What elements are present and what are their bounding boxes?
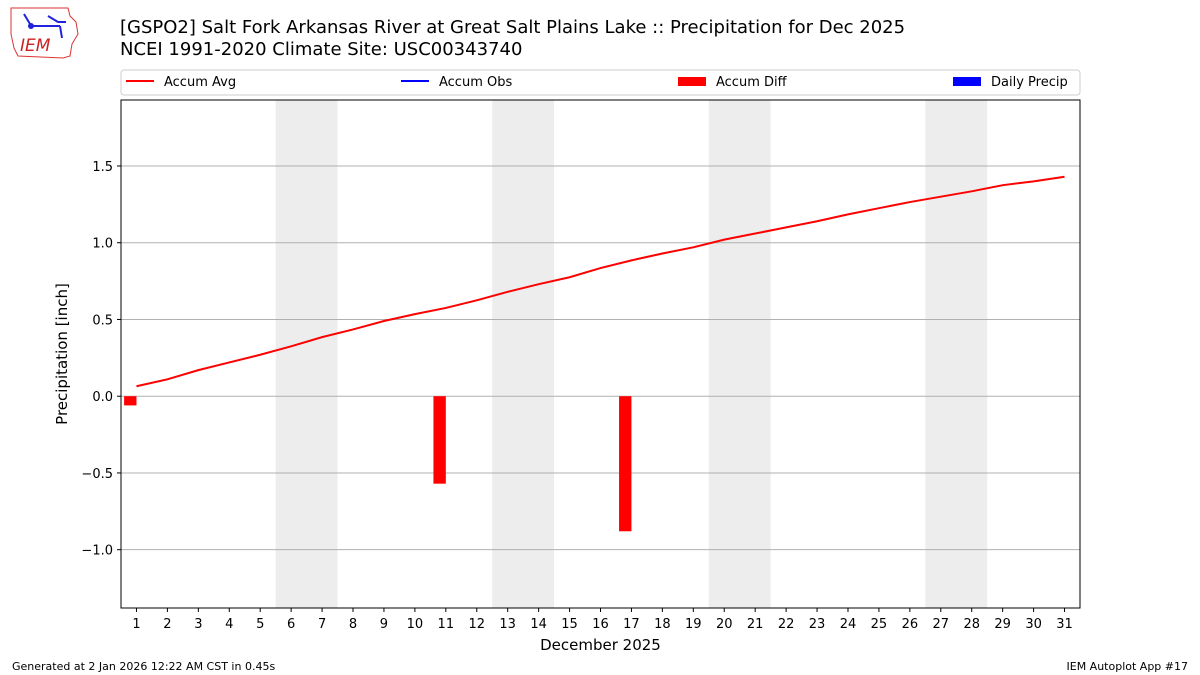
iem-logo: IEM: [8, 4, 80, 64]
x-tick-label: 7: [318, 617, 326, 632]
x-tick-label: 21: [747, 617, 764, 632]
x-tick-label: 31: [1056, 617, 1073, 632]
x-tick-label: 12: [468, 617, 485, 632]
legend-label: Accum Obs: [439, 75, 512, 90]
accum-avg-line: [136, 175, 1065, 388]
x-tick-label: 27: [933, 617, 950, 632]
chart-title: [GSPO2] Salt Fork Arkansas River at Grea…: [120, 17, 906, 38]
x-tick-label: 17: [623, 617, 640, 632]
weekend-shading: [275, 100, 338, 608]
x-tick-label: 10: [407, 617, 424, 632]
footer-generated: Generated at 2 Jan 2026 12:22 AM CST in …: [12, 660, 276, 673]
x-tick-label: 19: [685, 617, 702, 632]
x-tick-label: 22: [778, 617, 795, 632]
y-axis-label: Precipitation [inch]: [53, 283, 71, 425]
x-tick-label: 3: [194, 617, 202, 632]
x-tick-label: 14: [530, 617, 547, 632]
weekend-shading: [708, 100, 771, 608]
x-tick-label: 26: [902, 617, 919, 632]
y-tick-label: −0.5: [81, 467, 113, 482]
accum-diff-bar: [619, 396, 632, 532]
x-tick-label: 13: [499, 617, 516, 632]
legend-label: Accum Diff: [716, 75, 788, 90]
x-tick-label: 8: [349, 617, 357, 632]
x-tick-label: 25: [871, 617, 888, 632]
legend-label: Daily Precip: [991, 75, 1068, 90]
x-tick-label: 1: [132, 617, 140, 632]
legend-swatch-daily-precip: [953, 77, 981, 86]
x-tick-label: 11: [438, 617, 455, 632]
x-tick-label: 20: [716, 617, 733, 632]
y-tick-label: 0.0: [92, 390, 113, 405]
legend-swatch-accum-diff: [678, 77, 706, 86]
x-tick-label: 16: [592, 617, 609, 632]
x-tick-label: 5: [256, 617, 264, 632]
x-tick-label: 24: [840, 617, 857, 632]
x-tick-label: 29: [994, 617, 1011, 632]
x-tick-label: 6: [287, 617, 295, 632]
weekend-shading: [925, 100, 988, 608]
legend-box: [120, 69, 1081, 96]
weekend-shading: [492, 100, 555, 608]
x-tick-label: 18: [654, 617, 671, 632]
x-tick-label: 23: [809, 617, 826, 632]
legend-label: Accum Avg: [164, 75, 236, 90]
y-tick-label: −1.0: [81, 544, 113, 559]
chart-subtitle: NCEI 1991-2020 Climate Site: USC00343740: [120, 39, 523, 60]
y-tick-label: 1.0: [92, 237, 113, 252]
accum-diff-bar: [433, 396, 446, 484]
accum-diff-bar: [124, 396, 137, 406]
x-tick-label: 30: [1025, 617, 1042, 632]
footer-app: IEM Autoplot App #17: [1066, 660, 1189, 673]
y-tick-label: 0.5: [92, 313, 113, 328]
x-tick-label: 28: [963, 617, 980, 632]
x-tick-label: 15: [561, 617, 578, 632]
x-tick-label: 2: [163, 617, 171, 632]
logo-text: IEM: [20, 36, 51, 56]
plot-frame: [120, 99, 1081, 609]
y-tick-label: 1.5: [92, 160, 113, 175]
x-tick-label: 9: [380, 617, 388, 632]
x-tick-label: 4: [225, 617, 233, 632]
x-axis-label: December 2025: [540, 636, 661, 654]
